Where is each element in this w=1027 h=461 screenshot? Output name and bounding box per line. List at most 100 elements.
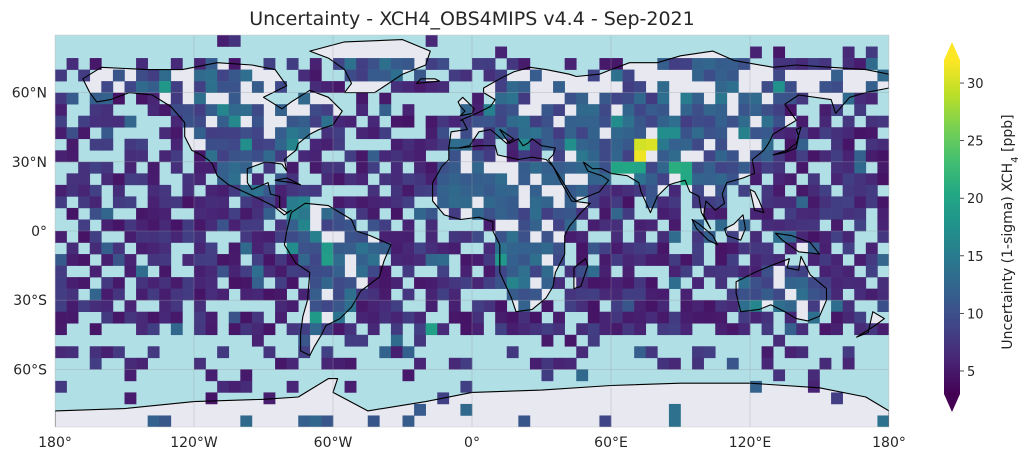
data-cell: [66, 127, 79, 140]
data-cell: [286, 254, 299, 266]
data-cell: [738, 92, 751, 105]
data-cell: [437, 81, 450, 93]
data-cell: [425, 219, 438, 232]
data-cell: [668, 231, 681, 243]
data-cell: [761, 104, 774, 117]
data-cell: [726, 357, 739, 370]
data-cell: [309, 323, 322, 336]
data-cell: [819, 242, 832, 255]
data-cell: [541, 231, 554, 243]
data-cell: [448, 300, 461, 313]
data-cell: [240, 69, 253, 82]
data-cell: [472, 115, 484, 128]
x-tick-label: 180°: [872, 435, 906, 451]
data-cell: [634, 231, 647, 243]
data-cell: [124, 219, 137, 232]
data-cell: [402, 415, 415, 427]
data-cell: [576, 184, 589, 197]
data-cell: [645, 184, 658, 197]
data-cell: [390, 254, 403, 266]
data-cell: [66, 58, 79, 70]
data-cell: [506, 58, 519, 70]
data-cell: [402, 150, 415, 163]
data-cell: [194, 104, 206, 117]
data-cell: [692, 92, 704, 105]
data-cell: [414, 69, 426, 82]
data-cell: [495, 184, 508, 197]
data-cell: [298, 231, 311, 243]
data-cell: [611, 242, 623, 255]
data-cell: [553, 323, 565, 336]
data-cell: [55, 196, 67, 209]
data-cell: [761, 265, 774, 278]
data-cell: [842, 127, 855, 140]
data-cell: [275, 265, 287, 278]
data-cell: [112, 311, 125, 324]
data-cell: [587, 69, 600, 82]
y-tick-label: 60°N: [12, 86, 47, 102]
data-cell: [611, 150, 623, 163]
data-cell: [668, 357, 681, 370]
data-cell: [680, 254, 693, 266]
data-cell: [483, 254, 496, 266]
data-cell: [228, 184, 241, 197]
data-cell: [298, 69, 311, 82]
data-cell: [622, 69, 635, 82]
data-cell: [414, 357, 426, 370]
data-cell: [819, 265, 832, 278]
data-cell: [170, 161, 183, 174]
data-cell: [495, 173, 508, 186]
data-cell: [124, 173, 137, 186]
data-cell: [66, 300, 79, 313]
data-cell: [66, 311, 79, 324]
data-cell: [194, 207, 206, 220]
data-cell: [576, 346, 589, 359]
data-cell: [147, 81, 160, 93]
data-cell: [309, 277, 322, 289]
data-cell: [182, 219, 195, 232]
data-cell: [217, 254, 230, 266]
data-cell: [205, 138, 218, 151]
data-cell: [506, 138, 519, 151]
data-cell: [472, 104, 484, 117]
data-cell: [611, 127, 623, 140]
data-cell: [194, 300, 206, 313]
data-cell: [182, 173, 195, 186]
data-cell: [251, 196, 264, 209]
data-cell: [460, 323, 473, 336]
data-cell: [726, 150, 739, 163]
data-cell: [807, 184, 820, 197]
data-cell: [703, 311, 716, 324]
data-cell: [286, 277, 299, 289]
data-cell: [55, 104, 67, 117]
data-cell: [425, 207, 438, 220]
data-cell: [657, 323, 670, 336]
data-cell: [147, 184, 160, 197]
data-cell: [425, 173, 438, 186]
data-cell: [622, 311, 635, 324]
data-cell: [159, 254, 172, 266]
data-cell: [518, 92, 531, 105]
data-cell: [356, 58, 369, 70]
data-cell: [773, 369, 786, 382]
data-cell: [205, 161, 218, 174]
data-cell: [506, 323, 519, 336]
data-cell: [159, 311, 172, 324]
data-cell: [842, 277, 855, 289]
data-cell: [831, 300, 843, 313]
data-cell: [182, 231, 195, 243]
data-cell: [194, 254, 206, 266]
data-cell: [634, 81, 647, 93]
data-cell: [356, 104, 369, 117]
data-cell: [240, 150, 253, 163]
data-cell: [298, 150, 311, 163]
data-cell: [367, 150, 380, 163]
data-cell: [877, 219, 889, 232]
data-cell: [286, 265, 299, 278]
data-cell: [309, 138, 322, 151]
data-cell: [367, 415, 380, 427]
data-cell: [147, 288, 160, 301]
data-cell: [251, 288, 264, 301]
data-cell: [622, 115, 635, 128]
data-cell: [750, 288, 762, 301]
